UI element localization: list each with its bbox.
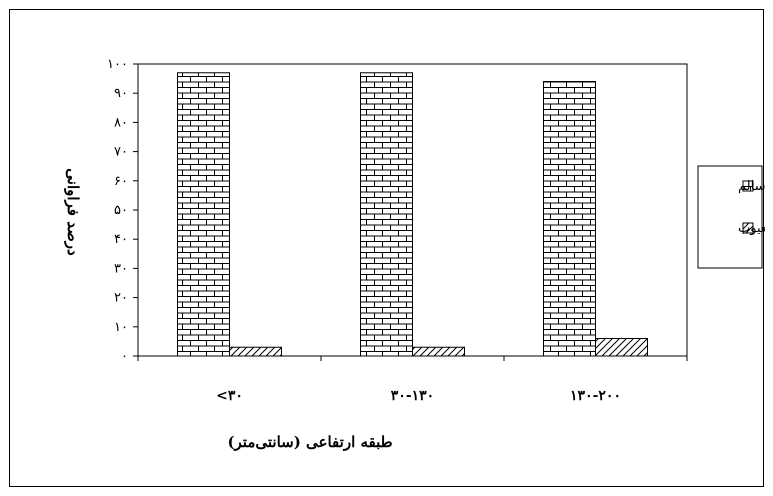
bar-defective [229,346,282,357]
y-tick-label: ۴۰ [114,232,128,247]
y-tick-label: ۱۰۰ [107,57,128,72]
y-axis-title: درصد فراوانی [64,168,82,256]
y-tick-label: ۹۰ [114,86,128,101]
y-tick-label: ۲۰ [114,291,128,306]
y-tick-label: ۸۰ [114,115,128,130]
plot-area: ۰ ۱۰ ۲۰ ۳۰ ۴۰ ۵۰ ۶۰ ۷۰ ۸۰ ۹۰ ۱۰۰ <۳۰ ۳۰-۱۳۰ ۱۳۰-۲۰۰ [107,57,688,404]
x-category-label: ۳۰-۱۳۰ [391,388,434,404]
legend-label: سالم [738,179,765,194]
y-tick-label: ۶۰ [114,174,128,189]
legend-swatch [742,180,754,192]
bar-defective [595,337,648,357]
x-category-label: ۱۳۰-۲۰۰ [570,388,621,404]
bar-healthy [177,72,230,357]
y-tick-label: ۵۰ [114,203,128,218]
legend-swatch [742,222,754,234]
bar-defective [412,346,465,357]
y-tick-label: ۰ [121,349,128,364]
chart-frame: ۰ ۱۰ ۲۰ ۳۰ ۴۰ ۵۰ ۶۰ ۷۰ ۸۰ ۹۰ ۱۰۰ <۳۰ ۳۰-۱۳۰ ۱۳۰-۲۰۰ س… [9,9,765,487]
y-tick-label: ۷۰ [114,145,128,160]
x-category-label: <۳۰ [216,388,243,404]
x-axis-title: طبقه ارتفاعی (سانتی‌متر) [227,433,392,451]
y-tick-label: ۱۰ [114,320,128,335]
bar-chart: ۰ ۱۰ ۲۰ ۳۰ ۴۰ ۵۰ ۶۰ ۷۰ ۸۰ ۹۰ ۱۰۰ <۳۰ ۳۰-۱۳۰ ۱۳۰-۲۰۰ س… [64,57,765,451]
bar-healthy [360,72,413,357]
y-tick-label: ۳۰ [114,261,128,276]
bar-healthy [543,81,596,357]
